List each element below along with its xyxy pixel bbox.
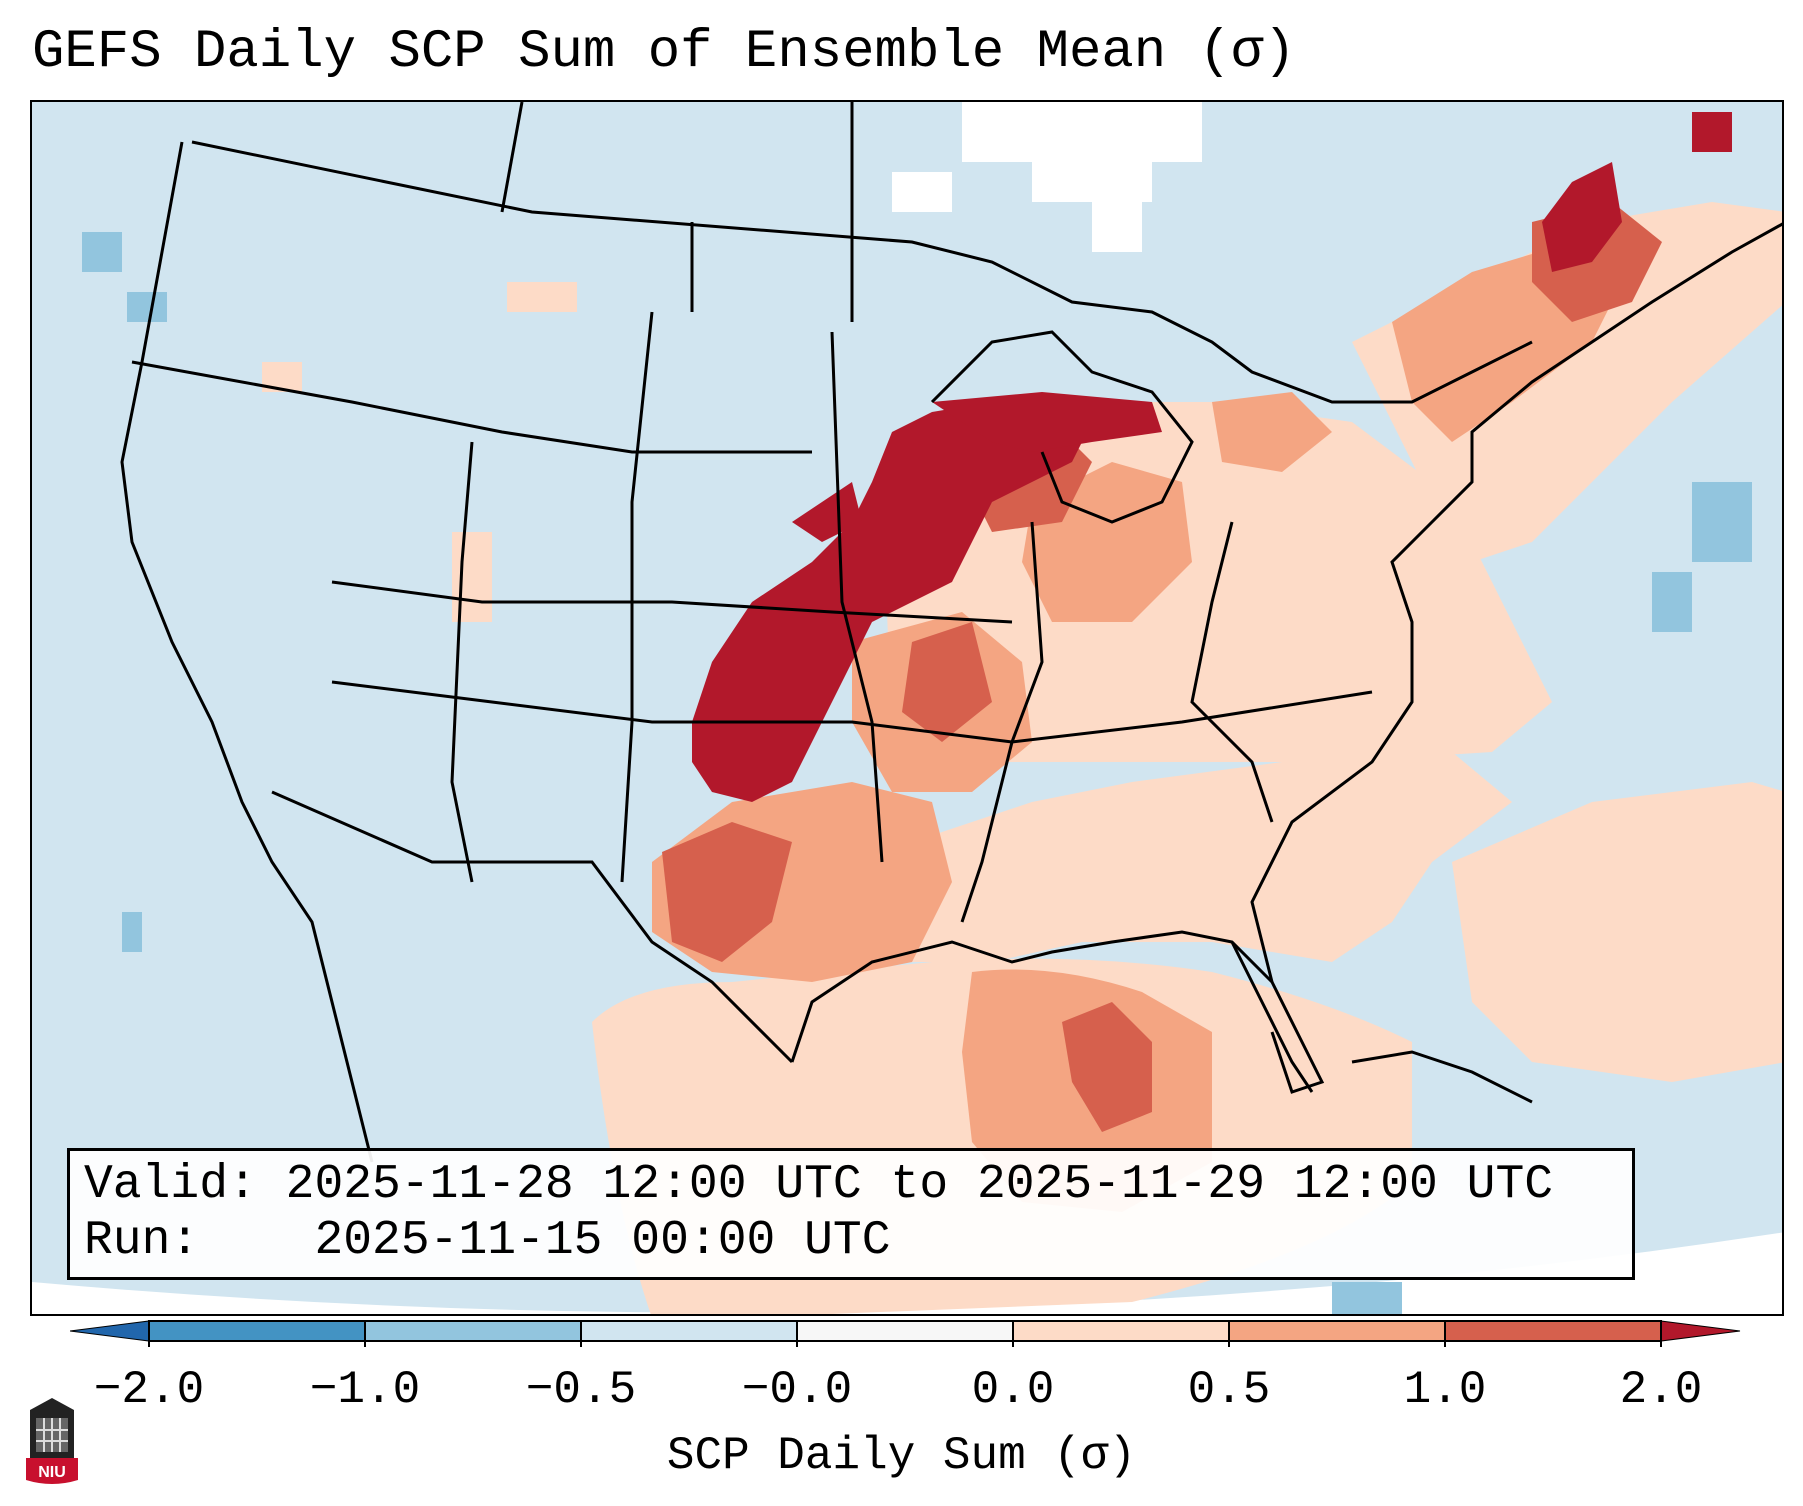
niu-logo: NIU xyxy=(26,1398,78,1484)
caribbean-islands xyxy=(1351,1050,1533,1104)
state-line-3 xyxy=(331,680,1373,744)
colorbar xyxy=(70,1320,1741,1347)
map-canvas xyxy=(32,102,1782,1314)
colorbar-tick: −2.0 xyxy=(93,1364,205,1416)
us-mexico-border xyxy=(271,790,794,1064)
valid-label: Valid: xyxy=(84,1158,257,1212)
colorbar-extend-high xyxy=(1660,1320,1741,1342)
colorbar-segment xyxy=(1445,1321,1661,1341)
run-value: 2025-11-15 00:00 UTC xyxy=(314,1214,891,1268)
run-label: Run: xyxy=(84,1214,200,1268)
colorbar-segment xyxy=(149,1321,365,1341)
canada-white-patches xyxy=(892,102,1202,252)
colorbar-segment xyxy=(365,1321,581,1341)
west-coast xyxy=(120,141,374,1163)
florida-coast xyxy=(1230,941,1314,1093)
colorbar-label: SCP Daily Sum (σ) xyxy=(666,1430,1137,1482)
colorbar-segment xyxy=(581,1321,797,1341)
great-lakes xyxy=(930,330,1194,524)
state-line-1 xyxy=(131,360,812,454)
colorbar-tick: −0.0 xyxy=(741,1364,853,1416)
map-boundaries xyxy=(120,102,1782,1163)
logo-text: NIU xyxy=(38,1464,66,1481)
state-line-4 xyxy=(450,441,474,883)
colorbar-segment xyxy=(1229,1321,1445,1341)
gulf-coast xyxy=(790,930,1325,1094)
negative-patches xyxy=(82,232,1752,1314)
colorbar-tick: 0.0 xyxy=(971,1364,1055,1416)
state-line-8 xyxy=(1190,521,1274,823)
map-panel xyxy=(30,100,1784,1316)
us-canada-border xyxy=(191,140,1533,404)
east-coast xyxy=(1250,222,1782,983)
state-line-11 xyxy=(500,102,524,213)
valid-value: 2025-11-28 12:00 UTC to 2025-11-29 12:00… xyxy=(285,1158,1554,1212)
colorbar-tick: 2.0 xyxy=(1619,1364,1703,1416)
chart-title: GEFS Daily SCP Sum of Ensemble Mean (σ) xyxy=(32,22,1296,83)
colorbar-extend-low xyxy=(70,1320,150,1342)
colorbar-segment xyxy=(1013,1321,1229,1341)
state-line-6 xyxy=(830,331,884,863)
colorbar-segment xyxy=(797,1321,1013,1341)
colorbar-tick: −0.5 xyxy=(525,1364,637,1416)
colorbar-tick: −1.0 xyxy=(309,1364,421,1416)
state-line-2 xyxy=(331,580,1013,624)
colorbar-tick: 1.0 xyxy=(1403,1364,1487,1416)
dark-red-regions xyxy=(692,112,1732,802)
state-line-5 xyxy=(620,311,654,883)
colorbar-tick: 0.5 xyxy=(1187,1364,1271,1416)
state-line-7 xyxy=(960,521,1044,923)
valid-run-box: Valid: 2025-11-28 12:00 UTC to 2025-11-2… xyxy=(67,1148,1635,1280)
